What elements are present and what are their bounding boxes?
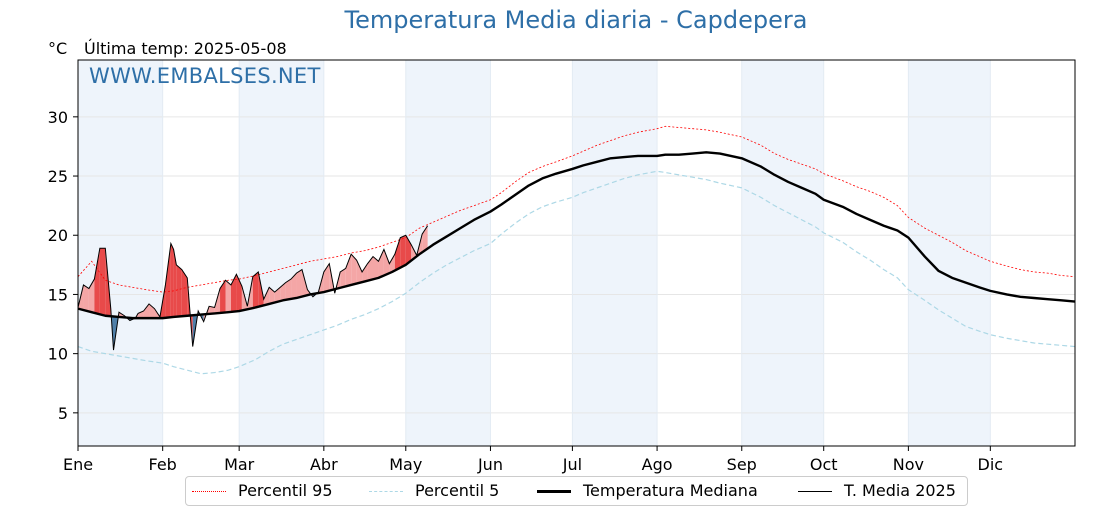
last-temp-label: Última temp: 2025-05-08 xyxy=(84,39,287,58)
fill-above-median xyxy=(252,271,259,309)
y-tick-label: 20 xyxy=(48,226,68,245)
fill-above-median xyxy=(143,303,150,319)
legend-label-p95: Percentil 95 xyxy=(238,481,333,500)
x-tick-label: May xyxy=(389,455,422,474)
fill-above-median xyxy=(351,254,357,285)
fill-above-median xyxy=(225,280,231,313)
fill-above-median xyxy=(340,268,346,288)
legend-label-p5: Percentil 5 xyxy=(415,481,500,500)
y-tick-label: 10 xyxy=(48,345,68,364)
month-shade-jul xyxy=(572,60,658,446)
watermark-link[interactable]: WWW.EMBALSES.NET xyxy=(89,64,321,88)
legend-swatch-median xyxy=(537,490,571,493)
fill-above-median xyxy=(285,279,292,300)
month-shade-mar xyxy=(239,60,324,446)
fill-above-median xyxy=(400,235,406,268)
x-tick-label: Nov xyxy=(893,455,924,474)
x-tick-label: Abr xyxy=(310,455,338,474)
x-tick-label: Dic xyxy=(978,455,1004,474)
x-tick-label: Jun xyxy=(477,455,503,474)
fill-above-median xyxy=(263,287,270,306)
legend-swatch-current xyxy=(798,491,832,492)
y-tick-label: 30 xyxy=(48,108,68,127)
fill-above-median xyxy=(176,264,182,317)
fill-above-median xyxy=(345,254,352,287)
fill-above-median xyxy=(280,282,286,302)
fill-above-median xyxy=(296,269,302,298)
x-tick-label: Feb xyxy=(149,455,177,474)
series-line-median xyxy=(77,151,1076,320)
x-tick-label: Mar xyxy=(224,455,255,474)
series-lines xyxy=(77,125,1076,375)
x-tick-label: Sep xyxy=(727,455,757,474)
legend-label-median: Temperatura Mediana xyxy=(583,481,758,500)
anomaly-fill xyxy=(78,225,428,351)
x-tick-label: Jul xyxy=(562,455,582,474)
y-tick-label: 15 xyxy=(48,285,68,304)
fill-above-median xyxy=(173,249,177,317)
fill-above-median xyxy=(362,263,368,283)
y-tick-label: 5 xyxy=(58,404,68,423)
series-line-current xyxy=(77,225,429,351)
fill-above-median xyxy=(291,273,297,299)
series-line-p5 xyxy=(77,170,1076,375)
legend: Percentil 95 Percentil 5 Temperatura Med… xyxy=(185,476,968,506)
y-unit-label: °C xyxy=(48,39,68,58)
month-shade-ene xyxy=(78,60,163,446)
fill-above-median xyxy=(170,243,174,318)
fill-above-median xyxy=(356,260,363,284)
fill-above-median xyxy=(181,269,188,317)
y-tick-label: 25 xyxy=(48,167,68,186)
fill-above-median xyxy=(220,280,226,313)
month-shade-sep xyxy=(741,60,824,446)
x-tick-label: Ene xyxy=(63,455,93,474)
fill-above-median xyxy=(230,274,237,312)
fill-above-median xyxy=(83,284,89,312)
fill-above-median xyxy=(209,306,215,314)
fill-above-median xyxy=(394,237,401,271)
fill-above-median xyxy=(373,256,379,280)
x-tick-label: Oct xyxy=(810,455,838,474)
x-tick-label: Ago xyxy=(642,455,673,474)
legend-label-current: T. Media 2025 xyxy=(844,481,956,500)
fill-above-median xyxy=(94,248,100,315)
legend-swatch-p95 xyxy=(192,491,226,492)
fill-above-median xyxy=(165,243,171,318)
fill-above-median xyxy=(383,249,390,276)
month-shading xyxy=(78,60,991,446)
fill-above-median xyxy=(378,249,384,278)
fill-above-median xyxy=(389,254,395,274)
fill-above-median xyxy=(99,248,106,316)
legend-swatch-p5 xyxy=(369,491,403,492)
plot-frame xyxy=(77,59,1076,447)
fill-above-median xyxy=(88,279,95,313)
chart-title: Temperatura Media diaria - Capdepera xyxy=(344,6,808,34)
axis-ticks: 5 10 15 20 25 30 Ene Feb Mar Abr May Jun Jul Ago Sep Oc… xyxy=(48,108,1003,474)
